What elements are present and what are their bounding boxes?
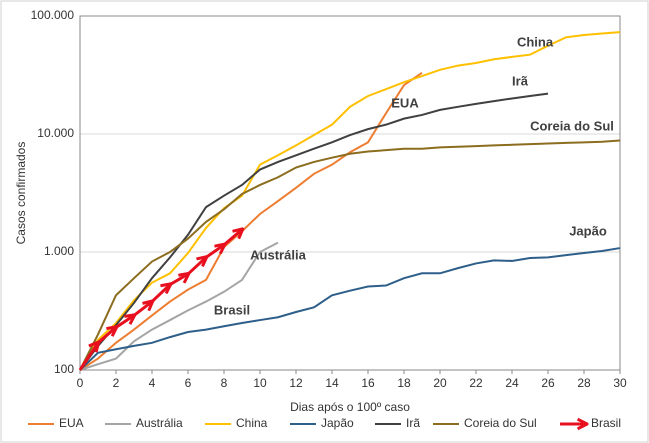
legend-label: Austrália xyxy=(136,416,183,430)
series-annotation: Coreia do Sul xyxy=(530,118,614,133)
series-line xyxy=(79,139,621,371)
y-tick-label: 10.000 xyxy=(37,126,74,140)
x-tick-label: 10 xyxy=(253,376,267,390)
legend-label: China xyxy=(236,416,268,430)
series-annotation: Japão xyxy=(569,223,607,238)
x-tick-label: 18 xyxy=(397,376,411,390)
x-tick-label: 20 xyxy=(433,376,447,390)
x-axis-label: Dias após o 100º caso xyxy=(290,400,410,414)
legend-label: EUA xyxy=(59,416,84,430)
x-tick-label: 12 xyxy=(289,376,303,390)
series-annotation: Irã xyxy=(512,73,529,88)
series-annotation: EUA xyxy=(391,95,419,110)
series-annotation: Brasil xyxy=(214,302,250,317)
x-tick-label: 4 xyxy=(149,376,156,390)
series-annotation: Austrália xyxy=(250,247,306,262)
y-axis-label: Casos confirmados xyxy=(14,142,28,245)
legend-label: Coreia do Sul xyxy=(464,416,537,430)
x-tick-label: 24 xyxy=(505,376,519,390)
x-tick-label: 30 xyxy=(613,376,627,390)
y-tick-label: 1.000 xyxy=(44,244,74,258)
x-tick-label: 2 xyxy=(113,376,120,390)
series-line xyxy=(79,71,423,371)
y-tick-label: 100.000 xyxy=(31,8,75,22)
x-tick-label: 14 xyxy=(325,376,339,390)
legend-label: Brasil xyxy=(591,416,621,430)
plot-area xyxy=(79,15,621,371)
legend-label: Irã xyxy=(406,416,420,430)
legend-label: Japão xyxy=(321,416,354,430)
series-line xyxy=(79,31,621,371)
x-tick-label: 26 xyxy=(541,376,555,390)
x-tick-label: 16 xyxy=(361,376,375,390)
series-line xyxy=(78,230,242,371)
x-tick-label: 0 xyxy=(77,376,84,390)
series-annotation: China xyxy=(517,34,554,49)
x-tick-label: 22 xyxy=(469,376,483,390)
x-tick-label: 8 xyxy=(221,376,228,390)
x-tick-label: 6 xyxy=(185,376,192,390)
y-tick-label: 100 xyxy=(54,362,74,376)
x-tick-label: 28 xyxy=(577,376,591,390)
